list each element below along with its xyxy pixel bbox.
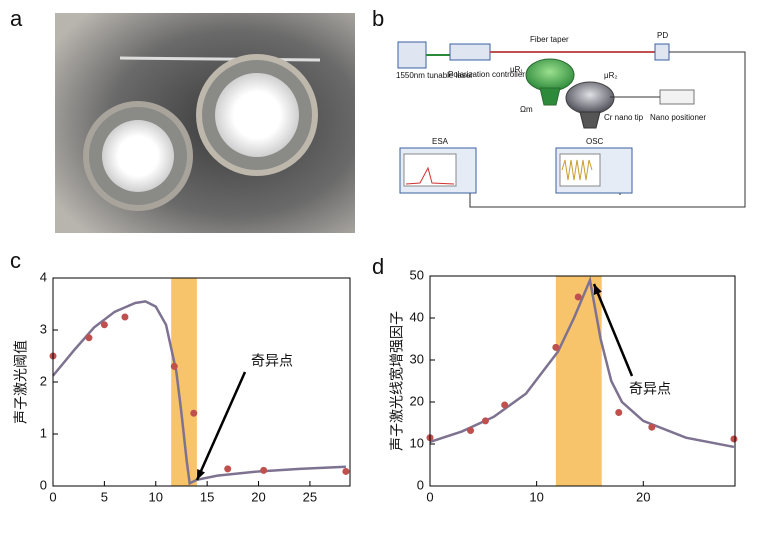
label: Cr nano tip: [604, 113, 644, 122]
y-tick-label: 50: [410, 267, 424, 282]
panel-label: b: [372, 6, 384, 31]
panel-label: a: [10, 6, 23, 31]
photo: [55, 13, 355, 233]
y-tick-label: 1: [40, 425, 47, 440]
x-tick-label: 10: [149, 489, 163, 504]
annotation: 奇异点: [251, 353, 293, 369]
arrow-shaft: [592, 283, 634, 377]
data-point: [552, 343, 560, 351]
axes-frame: [52, 277, 351, 487]
curve: [429, 275, 735, 449]
highlight-band: [171, 278, 197, 486]
arrow-shaft: [195, 371, 247, 481]
y-axis-label: 声子激光线宽增强因子: [389, 311, 405, 451]
data-point: [481, 417, 489, 425]
x-tick-label: 10: [529, 489, 543, 504]
x-tick-label: 0: [426, 489, 433, 504]
data-point: [342, 467, 350, 475]
panel-label: c: [10, 248, 21, 273]
y-tick-label: 10: [410, 435, 424, 450]
label: Fiber taper: [530, 35, 569, 44]
data-point: [260, 466, 268, 474]
label: Nano positioner: [650, 113, 706, 122]
y-tick-label: 3: [40, 321, 47, 336]
data-point: [121, 313, 129, 321]
x-tick-label: 5: [101, 489, 108, 504]
data-point: [730, 435, 738, 443]
label: μR₂: [604, 71, 618, 80]
axes-frame: [429, 275, 736, 487]
data-point: [190, 409, 198, 417]
y-tick-label: 20: [410, 393, 424, 408]
arrow-head: [197, 469, 206, 480]
x-tick-label: 25: [303, 489, 317, 504]
data-point: [615, 409, 623, 416]
label: OSC: [586, 137, 604, 146]
y-tick-label: 2: [40, 373, 47, 388]
y-tick-label: 40: [410, 309, 424, 324]
panel-label: d: [372, 254, 384, 279]
label: ESA: [432, 137, 449, 146]
label: μR₁: [510, 65, 523, 74]
label: PD: [657, 31, 668, 40]
label: Ωm: [520, 105, 533, 114]
x-tick-label: 20: [251, 489, 265, 504]
data-point: [100, 321, 108, 329]
data-point: [170, 362, 178, 370]
label: 1550nm tunable laser: [396, 71, 473, 80]
y-tick-label: 30: [410, 351, 424, 366]
y-tick-label: 4: [40, 269, 47, 284]
highlight-band: [555, 276, 602, 486]
setup-diagram: [397, 41, 746, 208]
data-point: [574, 293, 582, 301]
data-point: [467, 427, 475, 435]
y-tick-label: 0: [40, 477, 47, 492]
data-point: [648, 423, 656, 431]
x-tick-label: 20: [636, 489, 650, 504]
data-point: [85, 334, 93, 342]
label: Polarization controller: [448, 70, 525, 79]
data-point: [224, 465, 232, 473]
arrow-head: [593, 284, 602, 295]
curve: [52, 300, 346, 486]
data-point: [501, 401, 509, 409]
x-tick-label: 0: [49, 489, 56, 504]
x-tick-label: 15: [200, 489, 214, 504]
y-tick-label: 0: [417, 477, 424, 492]
y-axis-label: 声子激光阈值: [13, 340, 29, 424]
annotation: 奇异点: [629, 381, 671, 397]
